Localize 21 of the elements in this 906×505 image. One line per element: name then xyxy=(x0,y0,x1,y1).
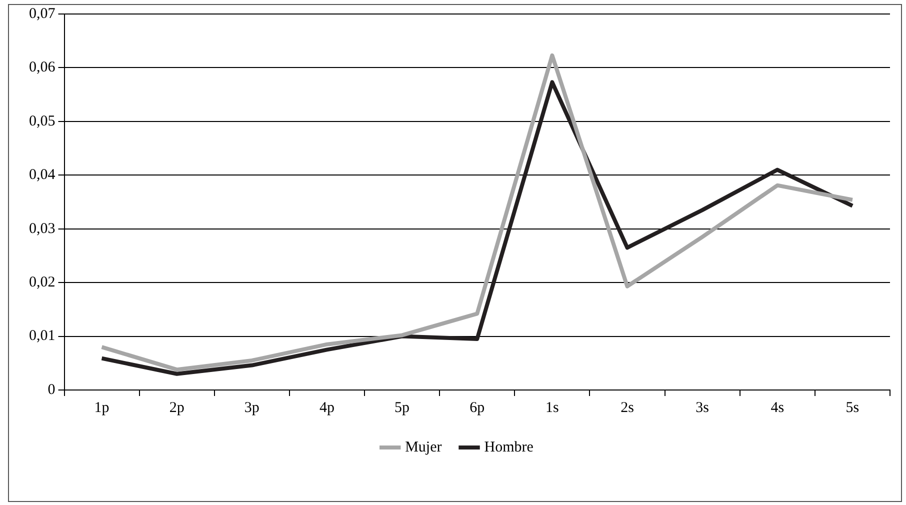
x-tick-label: 6p xyxy=(470,400,485,416)
y-tick-label: 0 xyxy=(48,382,56,398)
y-tick-label: 0,03 xyxy=(29,220,56,237)
y-tick-label: 0,01 xyxy=(29,328,56,344)
y-tick-label: 0,07 xyxy=(29,6,56,22)
legend-label: Hombre xyxy=(484,439,534,456)
x-tick-label: 2s xyxy=(620,400,634,416)
x-tick-label: 4s xyxy=(770,400,784,416)
legend-label: Mujer xyxy=(405,439,442,456)
x-tick-label: 1p xyxy=(94,400,110,416)
x-tick-label: 1s xyxy=(546,400,560,416)
y-tick-label: 0,04 xyxy=(29,167,56,184)
x-tick-label: 4p xyxy=(319,400,334,416)
x-tick-label: 3s xyxy=(696,400,710,416)
x-tick-label: 2p xyxy=(169,400,184,416)
y-tick-label: 0,02 xyxy=(29,274,56,291)
y-tick-label: 0,05 xyxy=(29,113,56,130)
x-tick-label: 3p xyxy=(244,400,260,416)
y-tick-label: 0,06 xyxy=(29,60,56,76)
x-tick-label: 5p xyxy=(394,400,410,416)
x-tick-label: 5s xyxy=(846,400,860,416)
